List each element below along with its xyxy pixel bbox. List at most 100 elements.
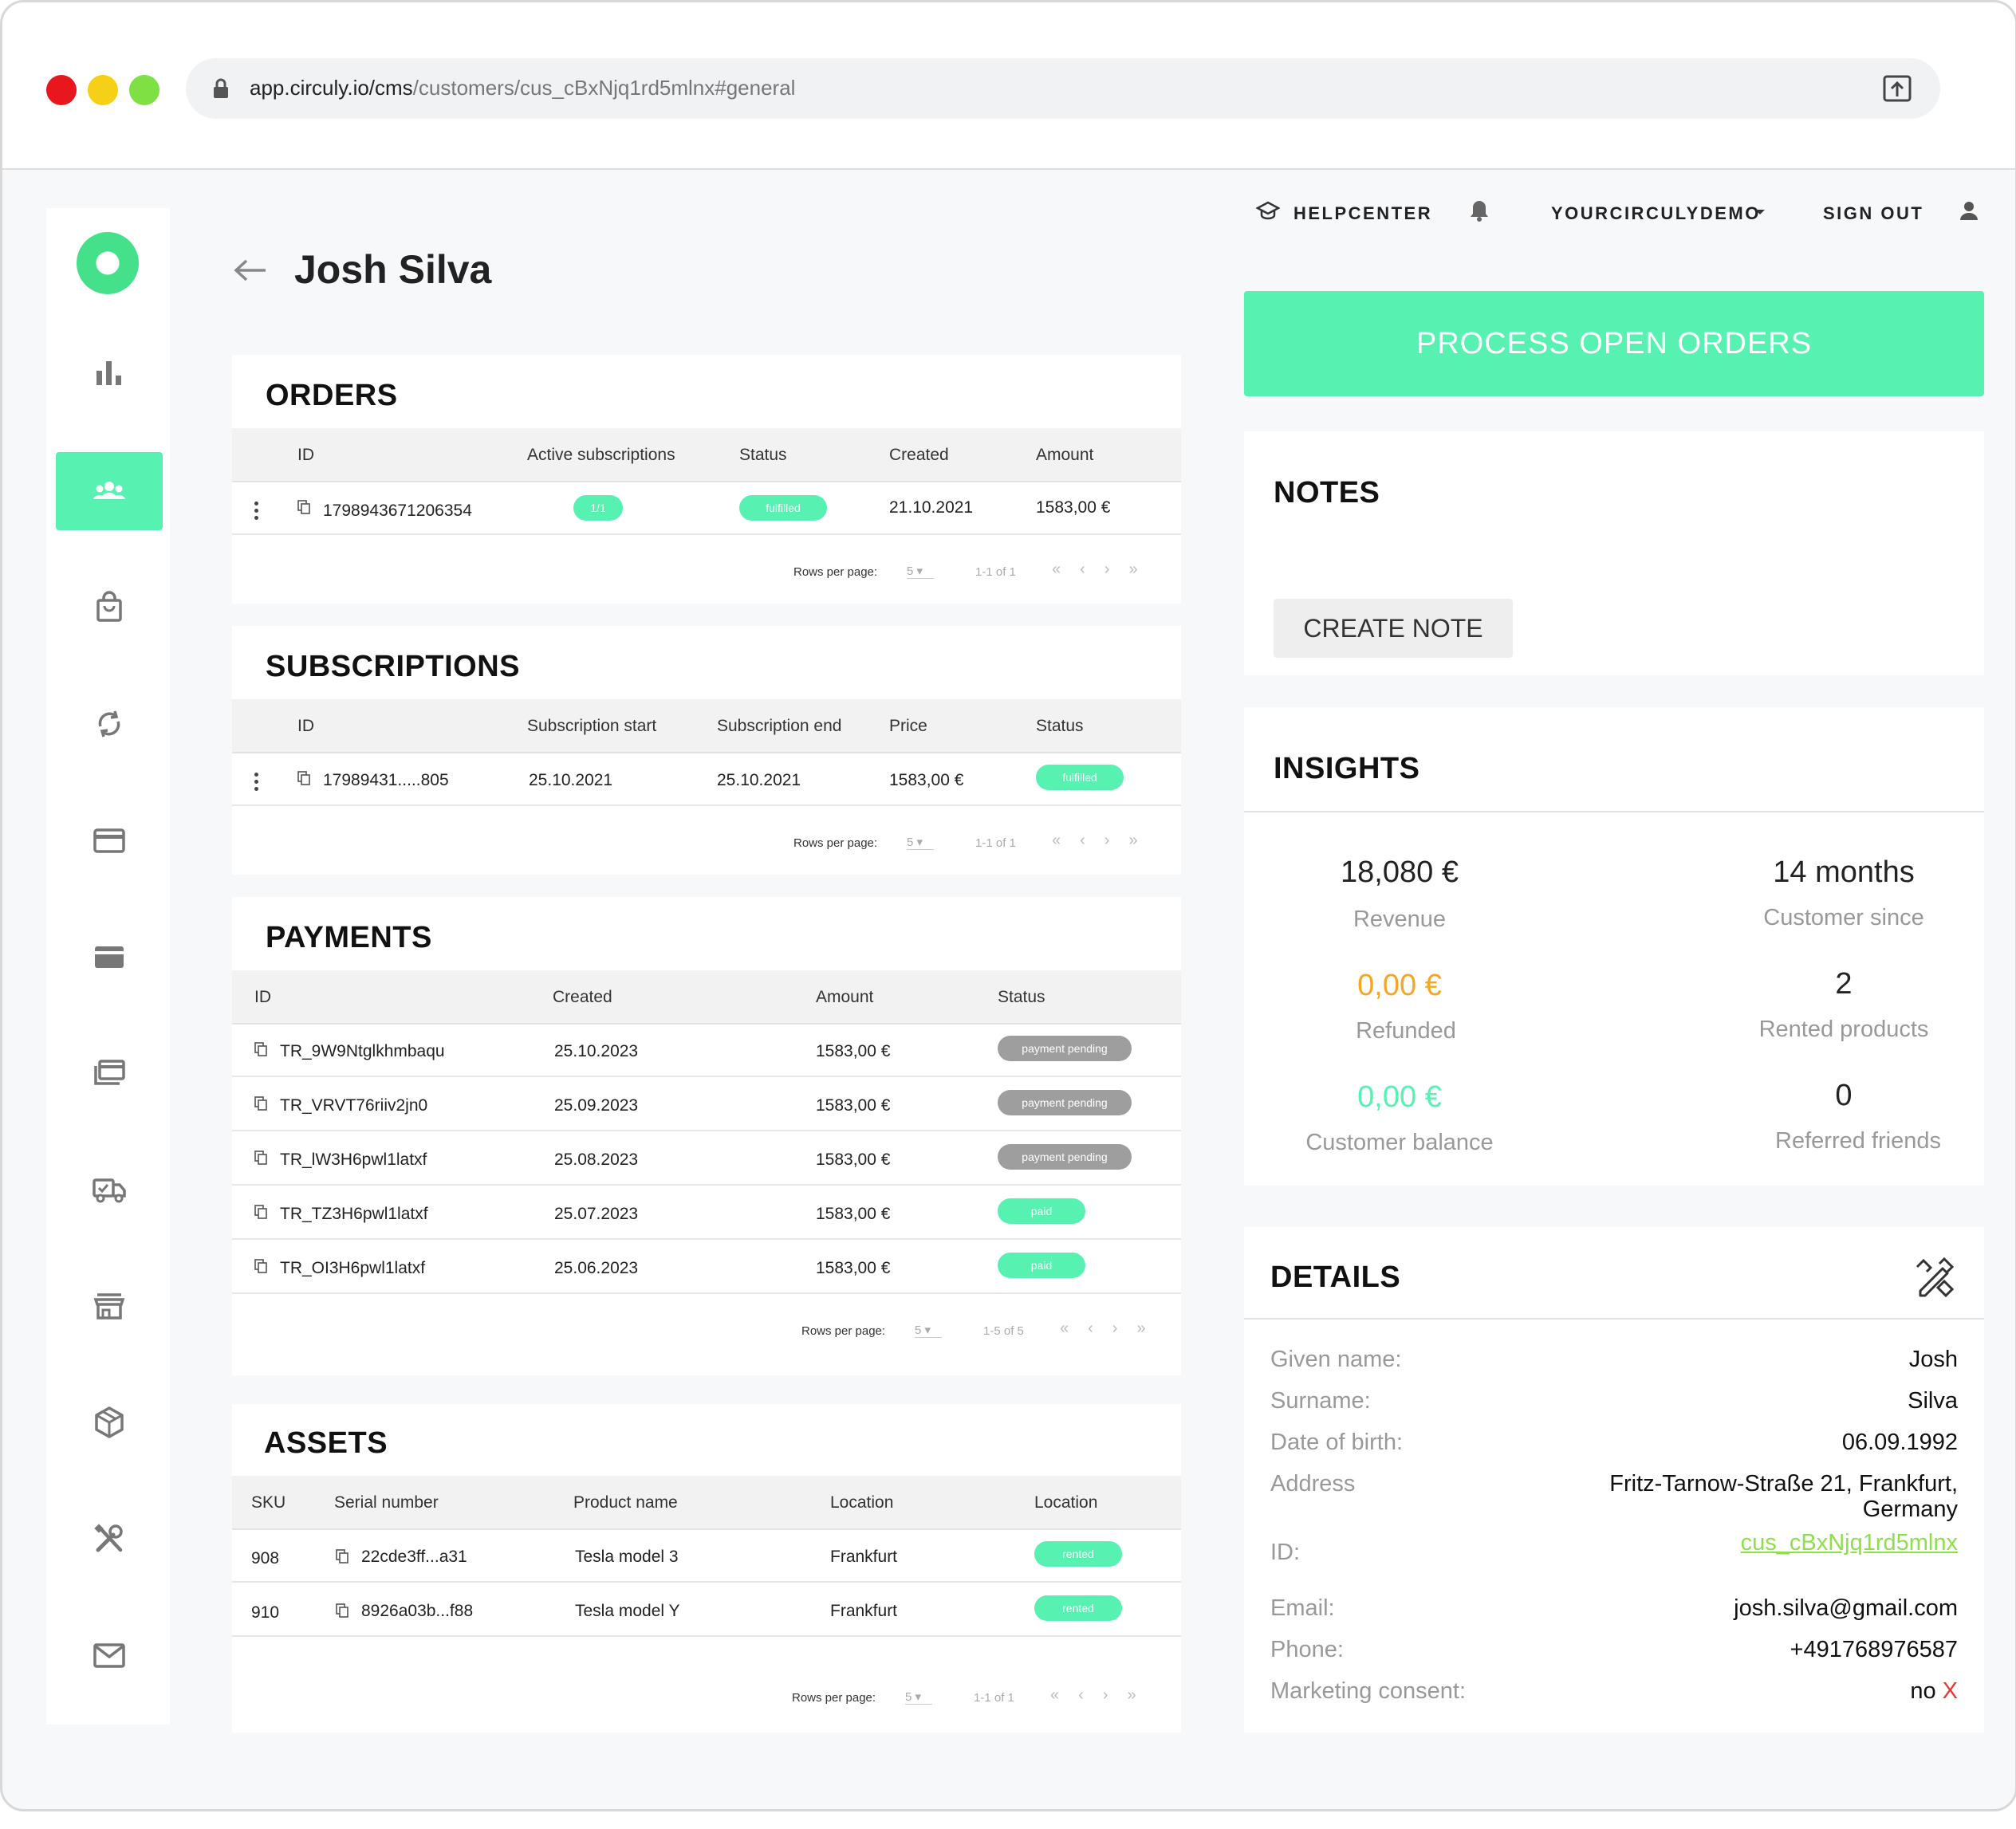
sidebar-item-products[interactable] [56,1034,163,1112]
sidebar-item-shipping[interactable] [56,1150,163,1229]
table-row[interactable]: TR_9W9Ntglkhmbaqu 25.10.2023 1583,00 € p… [232,1023,1181,1077]
helpcenter-link[interactable]: HELPCENTER [1293,203,1433,223]
sidebar-item-orders[interactable] [56,568,163,647]
col-id[interactable]: ID [254,988,271,1006]
pagination-range: 1-5 of 5 [983,1324,1024,1338]
caret-down-icon[interactable] [1754,208,1766,216]
asset-serial: 8926a03b...f88 [361,1602,474,1620]
close-window-button[interactable] [46,75,77,105]
maximize-window-button[interactable] [129,75,159,105]
sidebar-item-assets[interactable] [56,1383,163,1461]
col-active-subscriptions[interactable]: Active subscriptions [527,446,675,464]
edit-icon[interactable] [1912,1256,1955,1299]
col-amount[interactable]: Amount [816,988,874,1006]
create-note-button[interactable]: CREATE NOTE [1274,599,1513,658]
col-serial-number[interactable]: Serial number [334,1493,439,1512]
col-status[interactable]: Status [739,446,787,464]
col-status[interactable]: Status [1036,717,1084,735]
status-badge: paid [998,1198,1085,1224]
rows-per-page-select[interactable]: 5 ▾ [907,835,934,850]
col-location-status[interactable]: Location [1034,1493,1098,1512]
col-created[interactable]: Created [889,446,949,464]
rows-per-page-select[interactable]: 5 ▾ [907,564,934,579]
col-id[interactable]: ID [297,446,314,464]
browser-toolbar: app.circuly.io/cms/customers/cus_cBxNjq1… [2,2,2015,170]
col-sku[interactable]: SKU [251,1493,286,1512]
pagination-range: 1-1 of 1 [975,565,1016,579]
copy-icon[interactable] [336,1603,348,1618]
pagination-controls[interactable]: «‹›» [1052,560,1157,578]
rows-per-page-select[interactable]: 5 ▾ [905,1689,932,1705]
page-title: Josh Silva [294,247,492,292]
user-icon[interactable] [1959,200,1979,221]
copy-icon[interactable] [297,771,310,785]
back-arrow-icon[interactable] [232,256,269,285]
table-row[interactable]: 17989431.....805 25.10.2021 25.10.2021 1… [232,752,1181,806]
copy-icon[interactable] [254,1205,267,1219]
pagination-controls[interactable]: «‹›» [1060,1320,1165,1337]
copy-icon[interactable] [254,1150,267,1165]
row-menu-icon[interactable] [254,773,259,794]
sign-out-link[interactable]: SIGN OUT [1823,203,1924,223]
minimize-window-button[interactable] [88,75,118,105]
sidebar-item-messages[interactable] [56,1616,163,1694]
col-status[interactable]: Status [998,988,1045,1006]
col-price[interactable]: Price [889,717,927,735]
share-icon[interactable] [1882,74,1912,103]
status-badge: payment pending [998,1090,1132,1115]
rows-per-page-label: Rows per page: [793,565,878,579]
sidebar-item-analytics[interactable] [56,334,163,412]
copy-icon[interactable] [336,1549,348,1564]
customer-id-link[interactable]: cus_cBxNjq1rd5mlnx [1740,1530,1958,1556]
sidebar-item-subscriptions[interactable] [56,685,163,763]
col-id[interactable]: ID [297,717,314,735]
sidebar-item-settings[interactable] [56,1500,163,1578]
url-host: app.circuly.io/cms [250,76,413,100]
account-menu[interactable]: YOURCIRCULYDEMO [1551,203,1761,223]
table-row[interactable]: 1798943671206354 1/1 fulfilled 21.10.202… [232,481,1181,535]
sidebar-item-invoices[interactable] [56,918,163,996]
col-subscription-end[interactable]: Subscription end [717,717,842,735]
customer-since-value: 14 months [1773,856,1915,889]
subscriptions-table-header: ID Subscription start Subscription end P… [232,699,1181,753]
table-row[interactable]: 908 22cde3ff...a31 Tesla model 3 Frankfu… [232,1528,1181,1583]
payment-amount: 1583,00 € [816,1205,891,1223]
rows-per-page-select[interactable]: 5 ▾ [915,1323,942,1338]
copy-icon[interactable] [254,1096,267,1111]
sidebar-item-payments[interactable] [56,801,163,879]
sidebar-item-customers[interactable] [56,452,163,530]
package-icon [95,1406,124,1438]
copy-icon[interactable] [254,1259,267,1273]
col-amount[interactable]: Amount [1036,446,1094,464]
process-open-orders-button[interactable]: PROCESS OPEN ORDERS [1244,291,1984,396]
order-created: 21.10.2021 [889,498,974,517]
bell-icon[interactable] [1468,199,1490,222]
subscription-price: 1583,00 € [889,771,964,789]
sidebar-item-store[interactable] [56,1267,163,1345]
tools-icon [94,1524,123,1552]
status-badge: rented [1034,1595,1122,1621]
insights-card: INSIGHTS 18,080 € Revenue 14 months Cust… [1244,707,1984,1186]
row-menu-icon[interactable] [254,502,259,523]
table-row[interactable]: TR_lW3H6pwl1latxf 25.08.2023 1583,00 € p… [232,1131,1181,1186]
copy-icon[interactable] [254,1042,267,1056]
col-created[interactable]: Created [553,988,612,1006]
table-row[interactable]: 910 8926a03b...f88 Tesla model Y Frankfu… [232,1583,1181,1637]
subscriptions-title: SUBSCRIPTIONS [266,650,520,683]
col-location[interactable]: Location [830,1493,894,1512]
table-row[interactable]: TR_VRVT76riiv2jn0 25.09.2023 1583,00 € p… [232,1077,1181,1131]
col-product-name[interactable]: Product name [573,1493,678,1512]
table-row[interactable]: TR_OI3H6pwl1latxf 25.06.2023 1583,00 € p… [232,1240,1181,1294]
col-subscription-start[interactable]: Subscription start [527,717,657,735]
subscription-start: 25.10.2021 [529,771,613,789]
payment-created: 25.09.2023 [554,1096,639,1115]
address-bar[interactable]: app.circuly.io/cms/customers/cus_cBxNjq1… [186,58,1940,119]
pagination-controls[interactable]: «‹›» [1050,1686,1156,1704]
payments-table-header: ID Created Amount Status [232,970,1181,1025]
copy-icon[interactable] [297,500,310,514]
circuly-logo[interactable] [77,232,139,294]
table-row[interactable]: TR_TZ3H6pwl1latxf 25.07.2023 1583,00 € p… [232,1186,1181,1240]
email-value: josh.silva@gmail.com [1734,1595,1958,1621]
given-name-value: Josh [1908,1347,1958,1372]
pagination-controls[interactable]: «‹›» [1052,832,1157,849]
